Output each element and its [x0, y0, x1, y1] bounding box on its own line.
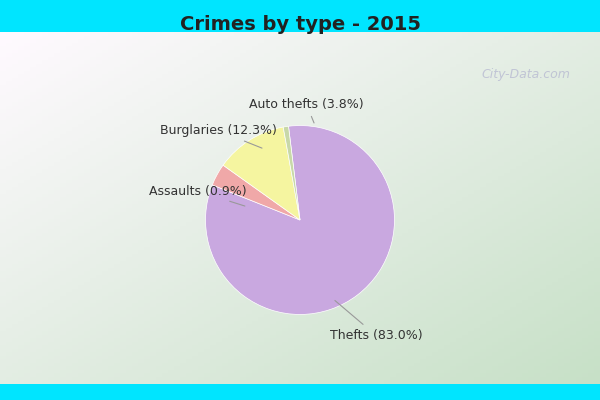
Wedge shape: [283, 126, 300, 220]
Text: Auto thefts (3.8%): Auto thefts (3.8%): [249, 98, 364, 123]
Wedge shape: [212, 165, 300, 220]
Text: Burglaries (12.3%): Burglaries (12.3%): [160, 124, 277, 148]
Text: Crimes by type - 2015: Crimes by type - 2015: [179, 14, 421, 34]
Wedge shape: [206, 126, 394, 314]
Text: Thefts (83.0%): Thefts (83.0%): [330, 300, 422, 342]
Text: Assaults (0.9%): Assaults (0.9%): [149, 185, 247, 206]
Wedge shape: [223, 127, 300, 220]
Text: City-Data.com: City-Data.com: [481, 68, 570, 81]
